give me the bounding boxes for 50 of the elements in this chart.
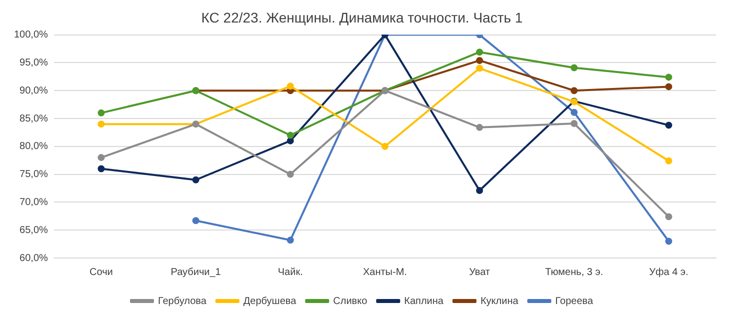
point <box>570 87 578 94</box>
point <box>570 64 578 72</box>
y-tick-label: 75,0% <box>20 169 48 180</box>
point <box>665 122 672 129</box>
x-tick-label: Сочи <box>90 266 113 278</box>
y-tick-label: 85,0% <box>20 113 48 124</box>
y-tick-label: 100,0% <box>14 30 48 41</box>
point <box>192 217 200 224</box>
point <box>665 157 672 164</box>
point <box>286 82 294 90</box>
point <box>665 238 672 245</box>
x-tick-label: Чайк. <box>278 266 303 278</box>
point <box>665 83 672 90</box>
x-tick-label: Тюмень, 3 э. <box>545 266 604 278</box>
point <box>570 108 578 116</box>
point <box>476 186 484 194</box>
point <box>286 137 294 144</box>
point <box>570 120 578 128</box>
legend-label: Гербулова <box>158 296 207 307</box>
x-tick-label: Ханты-М. <box>362 266 407 278</box>
x-tick-label: Уфа 4 э. <box>649 266 688 278</box>
point <box>476 124 484 131</box>
y-tick-label: 65,0% <box>20 224 48 236</box>
legend-label: Дербушева <box>243 296 297 307</box>
point <box>286 132 294 139</box>
point <box>476 56 484 64</box>
y-tick-label: 95,0% <box>20 57 48 68</box>
legend-label: Сливко <box>333 296 368 307</box>
point <box>665 74 672 81</box>
point <box>286 170 294 178</box>
point <box>98 120 105 128</box>
point <box>476 64 484 72</box>
chart-title: КС 22/23. Женщины. Динамика точности. Часть 1 <box>201 9 523 26</box>
x-tick-label: Уват <box>469 266 490 278</box>
x-tick-label: Раубичи_1 <box>170 266 222 278</box>
point <box>98 165 105 172</box>
point <box>476 48 484 56</box>
point <box>98 154 105 162</box>
point <box>98 109 105 116</box>
legend-label: Куклина <box>480 296 519 307</box>
y-tick-label: 80,0% <box>20 141 48 152</box>
point <box>665 213 672 220</box>
point <box>381 142 388 150</box>
legend-label: Каплина <box>404 296 444 307</box>
point <box>286 236 294 244</box>
y-tick-label: 90,0% <box>20 85 48 96</box>
point <box>192 176 200 184</box>
legend-label: Гореева <box>555 296 594 307</box>
y-tick-label: 60,0% <box>20 252 48 264</box>
y-tick-label: 70,0% <box>20 196 48 208</box>
